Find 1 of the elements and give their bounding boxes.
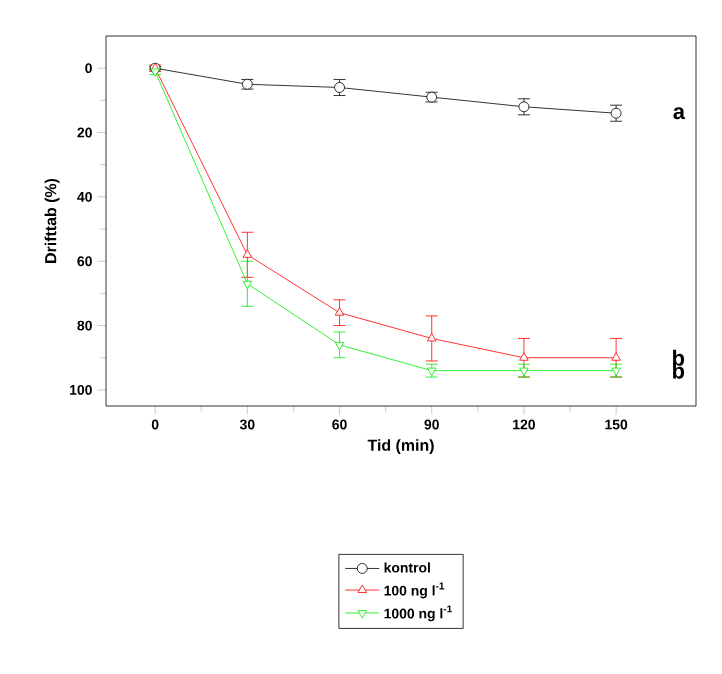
annotation: a — [673, 107, 686, 120]
